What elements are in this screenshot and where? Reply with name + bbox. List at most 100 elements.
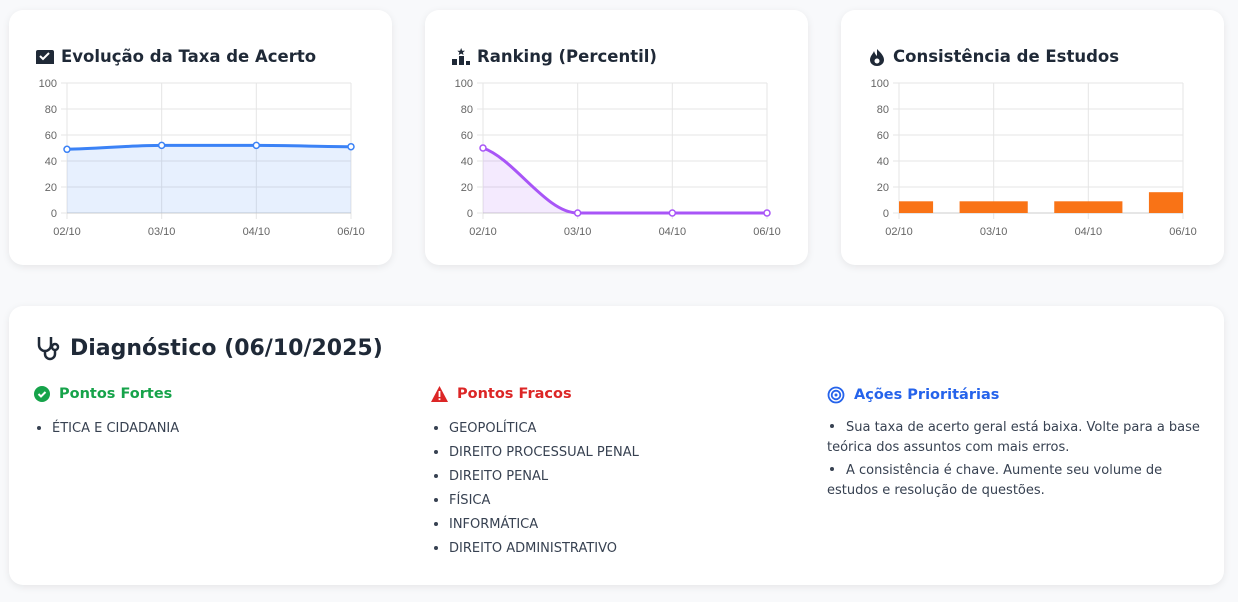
area [67,145,351,213]
area [483,148,767,213]
x-tick-label: 03/10 [148,226,176,238]
icon [431,386,448,402]
list-item: GEOPOLÍTICA [431,416,806,440]
chart-title: Evolução da Taxa de Acerto [61,47,317,66]
chart-card: Evolução da Taxa de Acerto 0 20 40 60 80 100 0… [9,10,392,265]
bullet [37,426,41,430]
section-header: Ações Prioritárias [827,386,1202,404]
chart-title: Ranking (Percentil) [477,47,657,66]
bar [1054,201,1123,213]
list: Sua taxa de acerto geral está baixa. Vol… [827,418,1202,501]
point [573,209,582,217]
bar [899,201,934,213]
y-tick-label: 60 [461,130,473,142]
bullet [434,450,438,454]
diagnosis-title: Diagnóstico (06/10/2025) [70,335,383,361]
y-tick-label: 80 [461,104,473,116]
chart-card: Consistência de Estudos 0 20 40 60 80 100 02/1… [841,10,1224,265]
y-tick-label: 60 [45,130,57,142]
icon [36,49,54,64]
y-tick-label: 20 [45,182,57,194]
list-item: ÉTICA E CIDADANIA [34,416,409,440]
x-tick-label: 04/10 [1075,226,1103,238]
list-item: Sua taxa de acerto geral está baixa. Vol… [827,418,1202,458]
point [157,141,166,150]
x-tick-label: 02/10 [53,226,81,238]
x-tick-label: 06/10 [753,226,781,238]
x-tick-label: 04/10 [659,226,687,238]
y-tick-label: 60 [877,130,889,142]
section-title: Pontos Fortes [59,386,173,402]
chart-title: Consistência de Estudos [893,47,1120,66]
line [482,146,767,215]
icon [452,47,470,65]
y-tick-label: 20 [877,182,889,194]
x-tick-label: 02/10 [469,226,497,238]
y-tick-label: 40 [877,156,889,168]
item-text: INFORMÁTICA [449,516,539,532]
icon [37,337,60,361]
x-tick-label: 04/10 [243,226,271,238]
item-text: DIREITO ADMINISTRATIVO [449,540,617,556]
list-item: FÍSICA [431,488,806,512]
section-header: Pontos Fracos [431,386,806,402]
list-item: A consistência é chave. Aumente seu volu… [827,461,1202,501]
bar [959,201,1028,213]
weaknesses: Pontos Fracos GEOPOLÍTICA DIREITO PROCESS… [431,386,806,560]
item-text: DIREITO PROCESSUAL PENAL [449,444,639,460]
list-item: INFORMÁTICA [431,512,806,536]
list-item: DIREITO PENAL [431,464,806,488]
chart: 0 20 40 60 80 100 02/10 03/10 04/10 06/10 [455,78,781,238]
y-tick-label: 0 [883,208,889,220]
bullet [434,522,438,526]
y-tick-label: 100 [39,78,57,90]
item-text: GEOPOLÍTICA [449,420,537,436]
icon [870,48,884,66]
bullet [434,474,438,478]
y-tick-label: 100 [871,78,889,90]
bar [1148,192,1183,213]
y-tick-label: 0 [467,208,473,220]
x-tick-label: 06/10 [1169,226,1197,238]
section-header: Pontos Fortes [34,386,409,402]
section-title: Pontos Fracos [457,386,572,402]
y-tick-label: 80 [877,104,889,116]
list: GEOPOLÍTICA DIREITO PROCESSUAL PENAL DIREI… [431,416,806,560]
card-header: Ranking (Percentil) [451,47,657,66]
item-text: Sua taxa de acerto geral está baixa. Vol… [827,420,1200,455]
card-header: Evolução da Taxa de Acerto [35,47,316,66]
y-tick-label: 40 [45,156,57,168]
list-item: DIREITO PROCESSUAL PENAL [431,440,806,464]
x-tick-label: 03/10 [980,226,1008,238]
y-tick-label: 0 [51,208,57,220]
point [668,209,677,217]
bullet [830,467,834,471]
diagnosis-card: Diagnóstico (06/10/2025) Pontos Fortes É… [9,306,1224,585]
chart: 0 20 40 60 80 100 02/10 03/10 04/10 06/10 [871,78,1197,238]
point [479,144,487,152]
icon [827,386,845,404]
x-tick-label: 06/10 [337,226,365,238]
icon [34,386,50,402]
x-tick-label: 03/10 [564,226,592,238]
list: ÉTICA E CIDADANIA [34,416,409,440]
point [252,141,261,150]
y-tick-label: 20 [461,182,473,194]
bullet [434,546,438,550]
x-tick-label: 02/10 [885,226,913,238]
bullet [434,426,438,430]
item-text: FÍSICA [449,492,491,508]
bullet [830,424,834,428]
y-tick-label: 80 [45,104,57,116]
chart-card: Ranking (Percentil) 0 20 40 60 80 100 02/10 03/… [425,10,808,265]
section-title: Ações Prioritárias [854,387,1000,403]
y-tick-label: 40 [461,156,473,168]
item-text: A consistência é chave. Aumente seu volu… [827,463,1163,498]
point [763,209,771,217]
diagnosis-header: Diagnóstico (06/10/2025) [34,334,383,362]
item-text: DIREITO PENAL [449,468,549,484]
bullet [434,498,438,502]
card-header: Consistência de Estudos [867,47,1119,66]
strengths: Pontos Fortes ÉTICA E CIDADANIA [34,386,409,440]
